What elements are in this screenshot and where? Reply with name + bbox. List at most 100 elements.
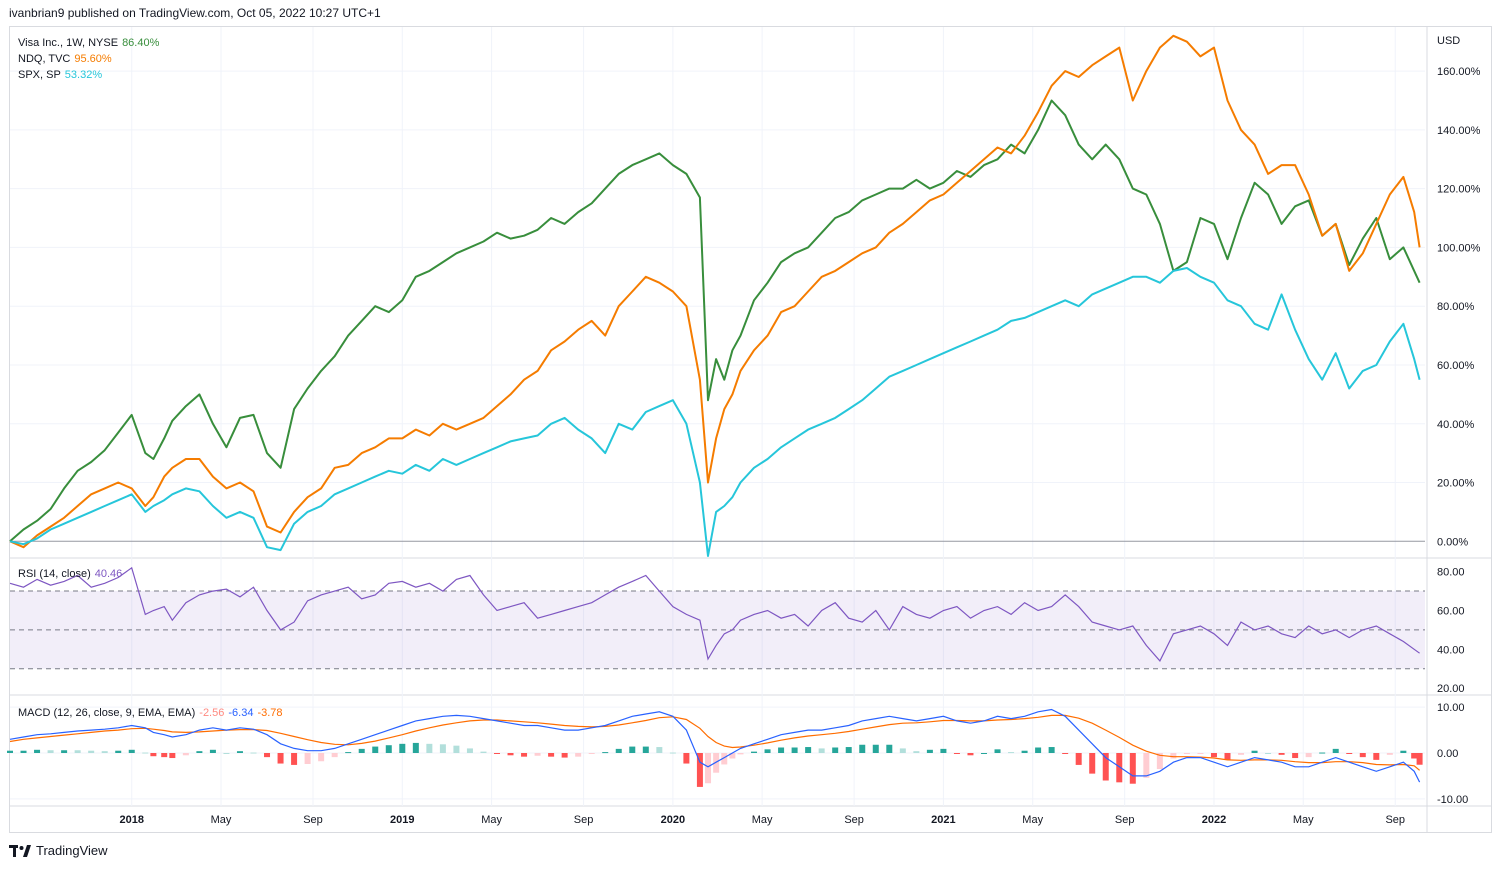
macd-histogram-bar	[1238, 753, 1245, 755]
macd-histogram-bar	[358, 748, 365, 753]
macd-histogram-bar	[7, 750, 13, 753]
macd-histogram-bar	[1278, 753, 1285, 755]
macd-histogram-bar	[250, 752, 257, 754]
macd-histogram-bar	[737, 753, 744, 755]
macd-histogram-bar	[74, 750, 81, 753]
macd-histogram-bar	[1224, 753, 1231, 760]
macd-legend[interactable]: MACD (12, 26, close, 9, EMA, EMA) -2.56 -6…	[18, 707, 283, 719]
legend-visa[interactable]: Visa Inc., 1W, NYSE 86.40%	[18, 35, 159, 51]
macd-histogram-bar	[304, 753, 311, 764]
macd-histogram-bar	[1359, 753, 1366, 758]
macd-histogram-bar	[480, 751, 487, 753]
macd-histogram-bar	[818, 748, 825, 753]
macd-histogram-bar	[764, 749, 771, 753]
macd-histogram-bar	[521, 753, 528, 757]
macd-histogram-bar	[399, 743, 406, 753]
macd-histogram-bar	[169, 753, 176, 759]
x-tick-label: May	[752, 814, 773, 826]
macd-histogram-bar	[34, 749, 41, 753]
macd-histogram-bar	[209, 749, 216, 753]
macd-histogram-bar	[493, 753, 500, 754]
macd-histogram-bar	[602, 752, 609, 754]
x-tick-label: 2019	[390, 814, 414, 826]
macd-histogram-bar	[778, 747, 785, 753]
legend-ndq-value: 95.60%	[74, 53, 112, 65]
macd-histogram-bar	[1386, 753, 1393, 755]
macd-histogram-bar	[277, 753, 284, 764]
macd-histogram-bar	[980, 753, 987, 754]
rsi-label: RSI (14, close)	[18, 568, 91, 580]
macd-histogram-bar	[115, 750, 122, 753]
legend-spx-value: 53.32%	[64, 69, 103, 81]
macd-line	[9, 708, 1421, 783]
tradingview-logo[interactable]: TradingView	[9, 843, 108, 858]
macd-y-tick-label: 10.00	[1437, 702, 1465, 714]
macd-histogram-bar	[656, 747, 663, 753]
x-tick-label: 2022	[1202, 814, 1226, 826]
macd-histogram-bar	[439, 744, 446, 753]
macd-histogram-bar	[967, 753, 974, 756]
macd-histogram-bar	[331, 753, 338, 758]
rsi-line	[9, 566, 1420, 662]
macd-histogram-bar	[223, 753, 230, 754]
macd-histogram-bar	[1116, 753, 1123, 783]
x-tick-label: 2020	[661, 814, 685, 826]
rsi-value: 40.46	[94, 568, 123, 580]
macd-histogram-bar	[859, 744, 866, 753]
y-tick-label: 140.00%	[1437, 125, 1481, 137]
macd-histogram-bar	[696, 753, 703, 787]
macd-histogram-bar	[196, 751, 203, 753]
macd-histogram-bar	[1075, 753, 1082, 765]
macd-histogram-bar	[161, 753, 168, 758]
tradingview-logo-text: TradingView	[36, 843, 108, 858]
macd-histogram-bar	[561, 753, 568, 758]
macd-histogram-bar	[1143, 753, 1150, 778]
macd-histogram-bar	[548, 753, 555, 757]
macd-histogram-bar	[1292, 753, 1299, 759]
macd-histogram-bar	[805, 747, 812, 753]
macd-histogram-bar	[1062, 753, 1069, 754]
macd-histogram-bar	[47, 750, 54, 753]
macd-histogram-bar	[534, 753, 541, 756]
legend-spx[interactable]: SPX, SP 53.32%	[18, 67, 159, 83]
y-tick-label: 100.00%	[1437, 242, 1481, 254]
macd-histogram-bar	[705, 753, 712, 784]
rsi-band-fill	[10, 591, 1425, 669]
macd-histogram-bar	[1183, 753, 1190, 754]
x-tick-label: 2018	[120, 814, 144, 826]
macd-histogram-bar	[101, 751, 108, 753]
macd-histogram-bar	[1156, 753, 1163, 770]
macd-histogram-bar	[615, 748, 622, 753]
macd-histogram-bar	[236, 751, 243, 753]
macd-histogram-bar	[1411, 753, 1418, 759]
chart-frame	[9, 26, 1492, 833]
macd-histogram-bar	[729, 753, 736, 759]
macd-histogram-bar	[1035, 747, 1042, 753]
rsi-y-tick-label: 60.00	[1437, 605, 1465, 617]
legend-spx-label: SPX, SP	[18, 69, 61, 81]
rsi-legend[interactable]: RSI (14, close) 40.46	[18, 568, 122, 580]
macd-histogram-bar	[1170, 753, 1177, 759]
macd-histogram-bar	[1251, 750, 1258, 753]
x-tick-label: May	[1293, 814, 1314, 826]
legend-ndq-label: NDQ, TVC	[18, 53, 71, 65]
macd-signal-line	[9, 714, 1420, 771]
macd-histogram-bar	[264, 753, 271, 758]
macd-histogram-bar	[61, 750, 68, 753]
macd-histogram-bar	[1008, 752, 1015, 754]
y-tick-label: 40.00%	[1437, 419, 1475, 431]
legend-ndq[interactable]: NDQ, TVC 95.60%	[18, 51, 159, 67]
series-line-spx	[9, 267, 1421, 557]
rsi-y-tick-label: 80.00	[1437, 567, 1465, 579]
macd-histogram-bar	[1373, 753, 1380, 760]
macd-histogram-bar	[575, 753, 582, 757]
macd-histogram-bar	[629, 746, 636, 753]
macd-histogram-bar	[1089, 753, 1096, 774]
macd-histogram-bar	[1400, 750, 1407, 753]
macd-histogram-bar	[453, 745, 460, 753]
series-line-ndq	[9, 34, 1421, 549]
macd-y-tick-label: -10.00	[1437, 794, 1468, 806]
macd-histogram-bar	[899, 748, 906, 753]
legend-visa-value: 86.40%	[122, 37, 160, 49]
